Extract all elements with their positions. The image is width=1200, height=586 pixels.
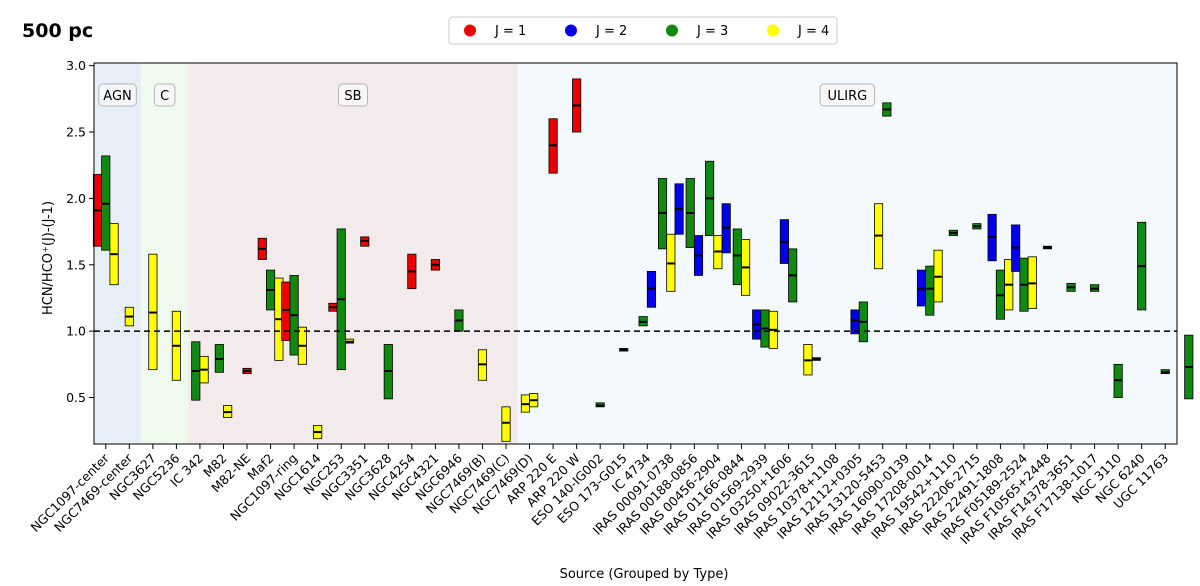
group-band-ulirg bbox=[517, 63, 1177, 444]
legend-label-j4: J = 4 bbox=[797, 24, 829, 39]
legend-label-j2: J = 2 bbox=[595, 24, 627, 39]
y-tick-label: 1.5 bbox=[66, 257, 86, 272]
group-band-sb bbox=[188, 63, 518, 444]
legend-marker-j4 bbox=[767, 24, 779, 37]
legend: J = 1 J = 2 J = 3 J = 4 bbox=[448, 16, 838, 45]
x-axis: NGC1097-centerNGC7469-centerNGC3627NGC52… bbox=[28, 444, 1171, 547]
chart-title: 500 pc bbox=[22, 20, 93, 42]
x-axis-label: Source (Grouped by Type) bbox=[560, 567, 729, 582]
legend-marker-j1 bbox=[464, 24, 476, 37]
group-label-ulirg: ULIRG bbox=[828, 89, 868, 104]
plot-group-backgrounds bbox=[94, 63, 1177, 444]
y-axis-label: HCN/HCO⁺(J)-(J-1) bbox=[41, 201, 56, 315]
range-bar bbox=[850, 309, 860, 335]
group-label-sb: SB bbox=[344, 89, 361, 104]
y-axis: 0.5 1.0 1.5 2.0 2.5 3.0 bbox=[66, 58, 94, 405]
range-bar bbox=[732, 228, 742, 286]
group-label-box-ulirg bbox=[819, 83, 876, 107]
legend-marker-j3 bbox=[666, 24, 678, 37]
group-label-box-sb bbox=[337, 83, 368, 107]
legend-box bbox=[448, 16, 838, 45]
group-label-c: C bbox=[160, 89, 169, 104]
group-label-agn: AGN bbox=[103, 89, 131, 104]
group-labels: AGN C SB ULIRG bbox=[98, 83, 876, 107]
y-tick-label: 0.5 bbox=[66, 390, 86, 405]
legend-marker-j2 bbox=[565, 24, 577, 37]
bars bbox=[92, 78, 1194, 442]
group-label-box-agn bbox=[98, 83, 137, 107]
plot-frame bbox=[93, 62, 1178, 445]
group-band-c bbox=[141, 63, 189, 444]
y-tick-label: 1.0 bbox=[66, 324, 86, 339]
y-tick-label: 2.5 bbox=[66, 125, 86, 140]
y-tick-label: 3.0 bbox=[66, 58, 86, 73]
legend-label-j3: J = 3 bbox=[696, 24, 728, 39]
y-tick-label: 2.0 bbox=[66, 191, 86, 206]
group-label-box-c bbox=[153, 83, 176, 107]
legend-label-j1: J = 1 bbox=[494, 24, 526, 39]
range-bar bbox=[925, 265, 935, 316]
range-bar bbox=[501, 406, 511, 442]
